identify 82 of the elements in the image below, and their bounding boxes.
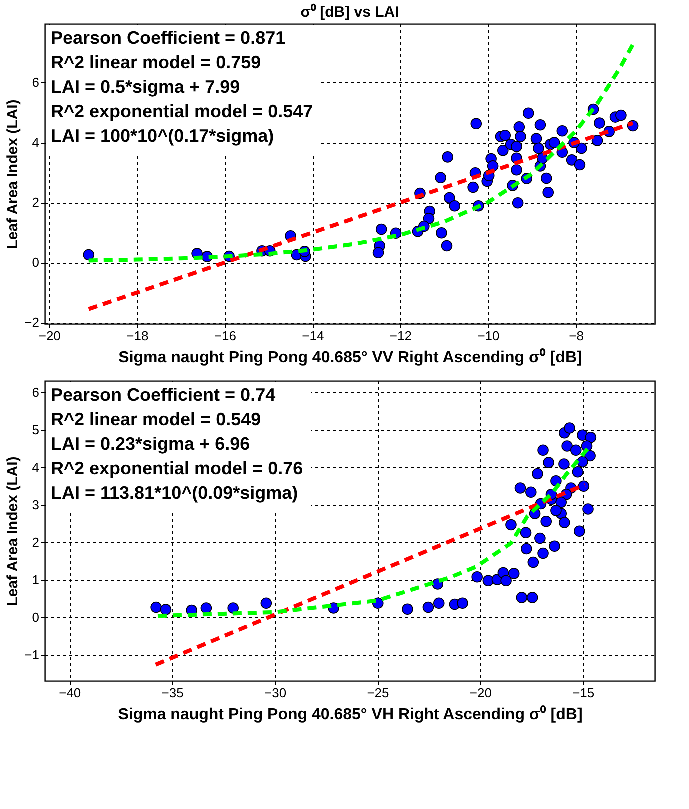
point xyxy=(520,527,532,539)
annotation: R^2 linear model = 0.549 xyxy=(51,410,262,430)
annotation: R^2 exponential model = 0.76 xyxy=(51,458,304,478)
x-tick-label: −15 xyxy=(572,686,595,700)
point xyxy=(532,468,544,480)
point xyxy=(433,598,445,610)
y-tick-label: 4 xyxy=(32,460,40,475)
x-tick-label: −25 xyxy=(367,686,390,700)
point xyxy=(562,440,573,452)
point xyxy=(482,575,494,587)
y-tick-label: 2 xyxy=(32,195,40,210)
point xyxy=(526,486,537,498)
y-tick-label: 1 xyxy=(32,572,40,588)
point xyxy=(577,456,588,468)
point xyxy=(228,602,239,614)
point xyxy=(556,496,567,508)
point xyxy=(528,556,540,568)
y-tick-label: 6 xyxy=(32,75,40,90)
x-tick-label: −8 xyxy=(569,328,584,344)
y-tick-label: 0 xyxy=(32,610,40,625)
point xyxy=(422,602,434,614)
x-tick-label: −20 xyxy=(38,328,61,344)
annotation: R^2 exponential model = 0.547 xyxy=(51,102,314,122)
point xyxy=(540,516,552,528)
point xyxy=(543,457,554,468)
point xyxy=(558,517,570,528)
annotation: LAI = 113.81*10^(0.09*sigma) xyxy=(51,483,298,503)
point xyxy=(508,568,520,580)
y-axis-title: Leaf Area Index (LAI) xyxy=(4,456,22,606)
point xyxy=(574,526,586,538)
y-axis-title: Leaf Area Index (LAI) xyxy=(4,100,22,250)
chart-title: σ⁰ [dB] vs LAI xyxy=(300,3,400,21)
point xyxy=(500,575,512,587)
x-axis-title: Sigma naught Ping Pong 40.685° VV Right Ascending σ⁰ [dB] xyxy=(118,348,582,366)
point xyxy=(564,422,576,434)
point xyxy=(526,592,538,604)
annotation: LAI = 0.23*sigma + 6.96 xyxy=(51,434,250,454)
x-tick-label: −10 xyxy=(478,328,500,344)
point xyxy=(582,504,594,515)
point xyxy=(570,444,582,456)
point xyxy=(550,505,562,516)
point xyxy=(160,604,172,616)
y-tick-label: 3 xyxy=(32,497,40,512)
x-tick-label: −14 xyxy=(302,328,324,344)
y-tick-label: −2 xyxy=(24,315,40,330)
point xyxy=(538,548,549,560)
point xyxy=(260,598,272,610)
annotation: Pearson Coefficient = 0.871 xyxy=(51,28,286,48)
x-tick-label: −20 xyxy=(470,686,492,700)
point xyxy=(534,532,546,544)
point xyxy=(516,592,528,604)
x-tick-label: −30 xyxy=(264,686,287,700)
point xyxy=(578,480,590,492)
point xyxy=(200,602,212,614)
point xyxy=(520,543,532,555)
point xyxy=(150,602,162,614)
point xyxy=(585,432,597,444)
point xyxy=(457,598,468,610)
x-tick-label: −16 xyxy=(214,328,236,344)
point xyxy=(558,458,570,470)
x-tick-label: −40 xyxy=(59,686,82,700)
point xyxy=(572,466,584,478)
x-tick-label: −18 xyxy=(126,328,149,344)
annotation: Pearson Coefficient = 0.74 xyxy=(51,385,276,405)
point xyxy=(472,571,483,583)
y-tick-label: 4 xyxy=(32,135,40,150)
y-tick-label: 0 xyxy=(32,255,40,270)
y-tick-label: 2 xyxy=(32,534,40,550)
annotation: LAI = 100*10^(0.17*sigma) xyxy=(51,126,274,146)
point xyxy=(549,540,560,552)
point xyxy=(402,604,414,616)
x-tick-label: −35 xyxy=(162,686,184,700)
x-tick-label: −12 xyxy=(390,328,412,344)
x-axis-title: Sigma naught Ping Pong 40.685° VH Right Ascending σ⁰ [dB] xyxy=(118,706,583,724)
point xyxy=(514,482,526,494)
point xyxy=(506,519,517,531)
annotation: LAI = 0.5*sigma + 7.99 xyxy=(51,77,240,97)
y-tick-label: −1 xyxy=(24,647,40,662)
y-tick-label: 5 xyxy=(32,422,40,438)
point xyxy=(538,444,549,456)
annotation: R^2 linear model = 0.759 xyxy=(51,52,262,72)
y-tick-label: 6 xyxy=(32,384,40,400)
